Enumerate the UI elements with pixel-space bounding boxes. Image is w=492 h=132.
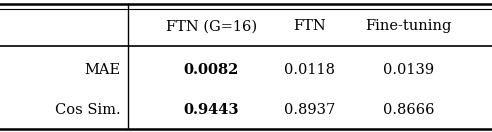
Text: 0.9443: 0.9443 — [184, 103, 239, 117]
Text: 0.0139: 0.0139 — [383, 63, 434, 77]
Text: Cos Sim.: Cos Sim. — [55, 103, 121, 117]
Text: MAE: MAE — [85, 63, 121, 77]
Text: FTN: FTN — [294, 19, 326, 33]
Text: 0.0118: 0.0118 — [284, 63, 336, 77]
Text: 0.8666: 0.8666 — [383, 103, 434, 117]
Text: 0.8937: 0.8937 — [284, 103, 336, 117]
Text: FTN (G=16): FTN (G=16) — [166, 19, 257, 33]
Text: Fine-tuning: Fine-tuning — [365, 19, 452, 33]
Text: 0.0082: 0.0082 — [184, 63, 239, 77]
